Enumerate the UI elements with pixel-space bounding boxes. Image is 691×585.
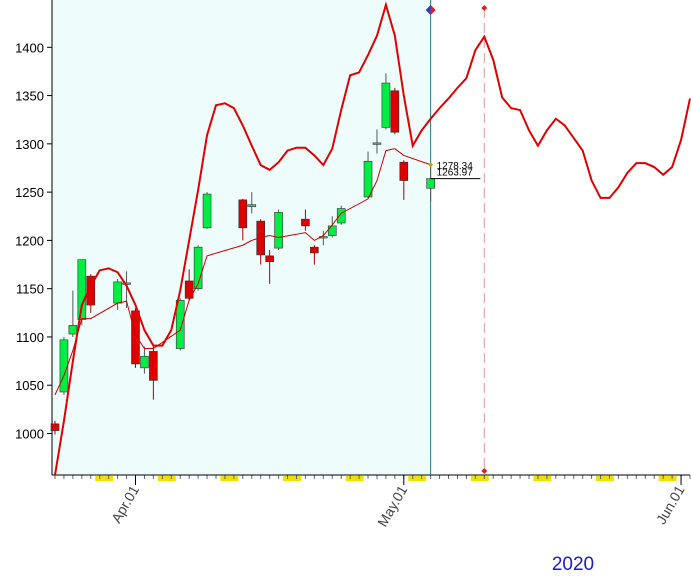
candle-body (372, 142, 382, 145)
candle-body (426, 178, 435, 189)
candle-body (238, 199, 248, 229)
forecast-marker-top (481, 5, 488, 11)
candle-body (113, 281, 122, 304)
y-tick-label: 1250 (15, 185, 44, 200)
value-label: 1263.97 (437, 168, 474, 179)
price-line (54, 148, 431, 396)
candle-body (390, 90, 400, 133)
candle-body (131, 310, 140, 365)
candle-body (274, 212, 283, 249)
history-shade (52, 0, 431, 475)
candle-body (50, 423, 60, 431)
year-label: 2020 (552, 554, 594, 575)
candle-body (336, 208, 346, 224)
y-tick-label: 1150 (16, 282, 44, 297)
y-tick-label: 1050 (15, 378, 44, 393)
candle-body (327, 225, 337, 236)
candle-body (247, 204, 257, 207)
y-tick-label: 1300 (15, 137, 44, 152)
candle-body (86, 275, 96, 306)
candle-body (265, 255, 274, 262)
current-marker-half (430, 5, 436, 15)
candle-body (193, 246, 203, 289)
value-label: 1278.34 (437, 161, 474, 172)
value-marker (428, 162, 434, 168)
y-tick-label: 1350 (15, 89, 44, 104)
candle-body (301, 218, 310, 227)
candle-body (184, 280, 194, 299)
candle-body (59, 339, 69, 393)
candle-body (68, 325, 78, 335)
candle-body (310, 246, 319, 254)
y-tick-label: 1000 (15, 426, 44, 441)
y-tick-label: 1100 (16, 330, 44, 345)
y-tick-label: 1200 (15, 233, 44, 248)
candle-body (149, 351, 158, 381)
candle-body (381, 82, 391, 128)
forecast-marker-bottom (481, 468, 488, 474)
candle-body (175, 299, 185, 349)
candle-body (363, 160, 373, 198)
price-line (54, 1, 691, 476)
candle-body (140, 355, 149, 369)
y-tick-label: 1400 (15, 40, 44, 55)
candle-body (202, 193, 212, 229)
candle-body (399, 161, 409, 181)
